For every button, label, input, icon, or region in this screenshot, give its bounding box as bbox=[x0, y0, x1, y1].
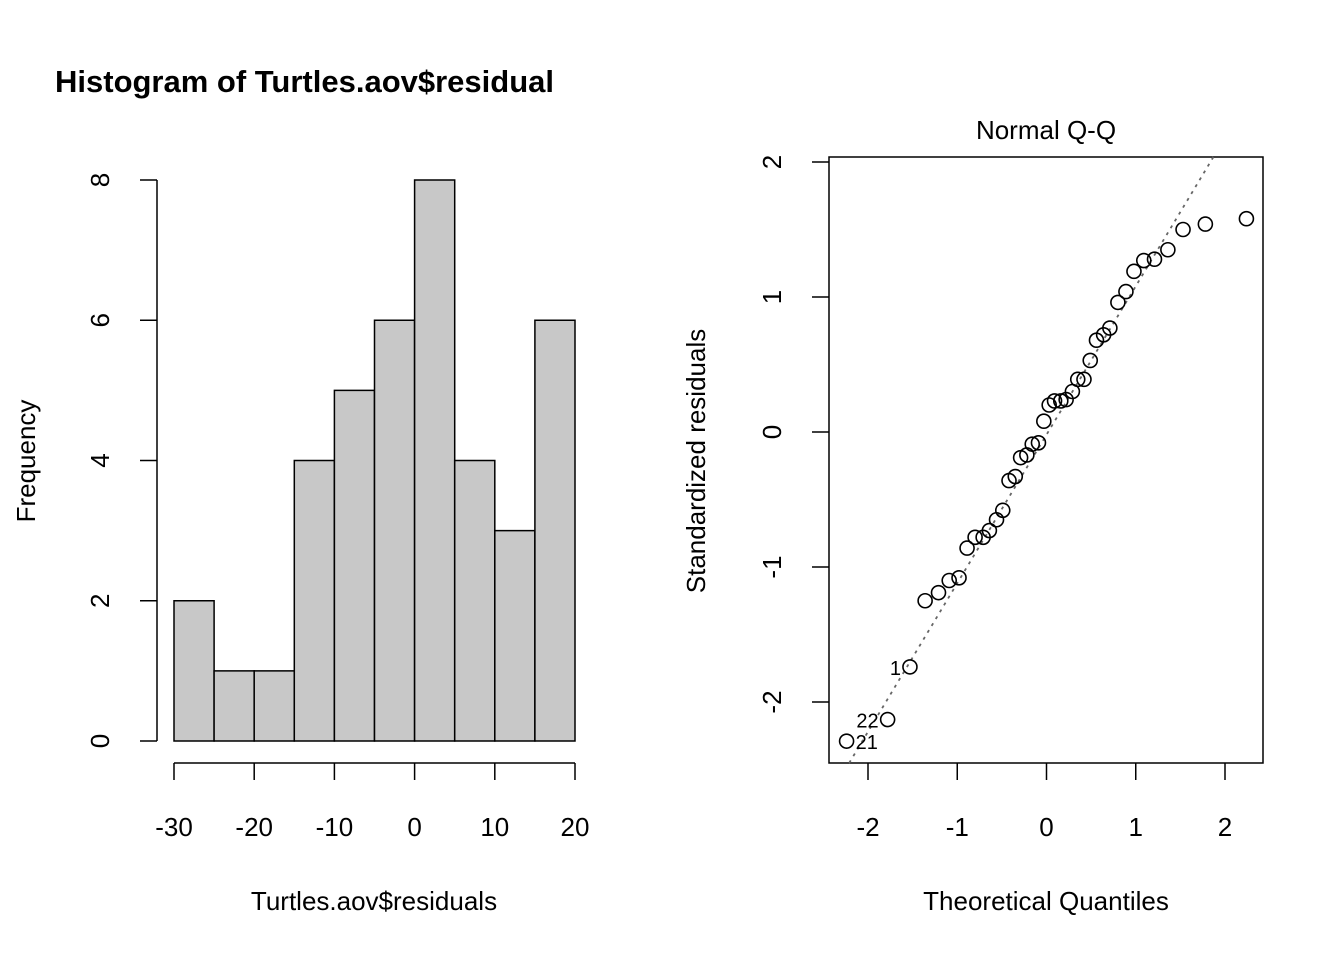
y-tick-label: 1 bbox=[757, 290, 787, 304]
qq-point bbox=[1076, 371, 1092, 388]
histogram-bar bbox=[213, 670, 255, 742]
qq-point bbox=[1102, 320, 1118, 336]
y-tick-label: 2 bbox=[85, 594, 115, 608]
qq-point-label: 1 bbox=[890, 658, 901, 680]
x-tick-label: -10 bbox=[316, 812, 354, 842]
qq-point bbox=[1041, 397, 1057, 413]
histogram-bar bbox=[453, 459, 496, 742]
qq-point bbox=[838, 733, 855, 749]
qq-point bbox=[981, 522, 998, 539]
qq-point bbox=[1069, 371, 1086, 388]
qq-point bbox=[1118, 283, 1134, 300]
qq-point bbox=[879, 711, 896, 728]
qq-point bbox=[1160, 241, 1176, 258]
qq-point bbox=[1024, 436, 1041, 452]
qq-point bbox=[967, 529, 983, 546]
qq-point bbox=[1110, 294, 1126, 311]
qq-point bbox=[1007, 468, 1024, 485]
x-tick-label: 20 bbox=[561, 812, 590, 842]
x-tick-label: 0 bbox=[1039, 812, 1053, 842]
qq-point bbox=[1175, 221, 1191, 238]
y-tick-label: -2 bbox=[757, 690, 787, 713]
y-tick-label: 0 bbox=[757, 425, 787, 439]
x-tick-label: 1 bbox=[1129, 812, 1143, 842]
qq-point bbox=[1036, 413, 1052, 430]
qq-point bbox=[1126, 263, 1142, 280]
x-tick-label: -1 bbox=[946, 812, 969, 842]
qq-point bbox=[1146, 251, 1163, 268]
qq-point bbox=[951, 569, 967, 586]
histogram-bar bbox=[173, 600, 215, 742]
x-tick-label: 2 bbox=[1218, 812, 1232, 842]
x-tick-label: 10 bbox=[480, 812, 509, 842]
qq-point bbox=[1197, 216, 1214, 232]
y-tick-label: -1 bbox=[757, 555, 787, 578]
qq-point bbox=[1030, 434, 1047, 451]
histogram-xlabel: Turtles.aov$residuals bbox=[251, 886, 497, 916]
y-tick-label: 0 bbox=[85, 734, 115, 748]
qq-point-label: 22 bbox=[856, 711, 878, 733]
qq-title: Normal Q-Q bbox=[976, 115, 1116, 145]
qq-point bbox=[1046, 393, 1063, 409]
qq-point bbox=[941, 572, 958, 589]
histogram-bar bbox=[494, 529, 536, 742]
x-tick-label: -20 bbox=[235, 812, 273, 842]
x-tick-label: -2 bbox=[856, 812, 879, 842]
qq-point bbox=[994, 502, 1011, 519]
x-tick-label: 0 bbox=[407, 812, 421, 842]
qq-point bbox=[902, 659, 918, 675]
qq-point bbox=[930, 584, 947, 601]
histogram-title: Histogram of Turtles.aov$residual bbox=[55, 64, 554, 99]
y-tick-label: 8 bbox=[85, 173, 115, 187]
histogram-bar bbox=[413, 179, 456, 742]
qq-point-label: 21 bbox=[856, 732, 878, 754]
histogram-bar bbox=[253, 670, 296, 742]
qq-point bbox=[1238, 210, 1255, 227]
histogram: -30 -20 -10 0 10 20 0 2 4 6 8 bbox=[85, 173, 589, 842]
y-tick-label: 6 bbox=[85, 313, 115, 327]
histogram-bar bbox=[293, 459, 336, 742]
histogram-bar bbox=[333, 389, 376, 742]
qq-point bbox=[917, 592, 933, 609]
qq-ylabel: Standardized residuals bbox=[681, 329, 711, 594]
histogram-bar bbox=[534, 319, 576, 742]
qq-point bbox=[959, 540, 975, 556]
histogram-bar bbox=[373, 319, 416, 742]
histogram-ylabel: Frequency bbox=[11, 400, 41, 523]
qq-xlabel: Theoretical Quantiles bbox=[923, 886, 1169, 916]
qq-point bbox=[1135, 252, 1152, 269]
y-tick-label: 2 bbox=[757, 155, 787, 169]
x-tick-label: -30 bbox=[155, 812, 193, 842]
qq-point bbox=[1082, 352, 1099, 369]
y-tick-label: 4 bbox=[85, 453, 115, 467]
